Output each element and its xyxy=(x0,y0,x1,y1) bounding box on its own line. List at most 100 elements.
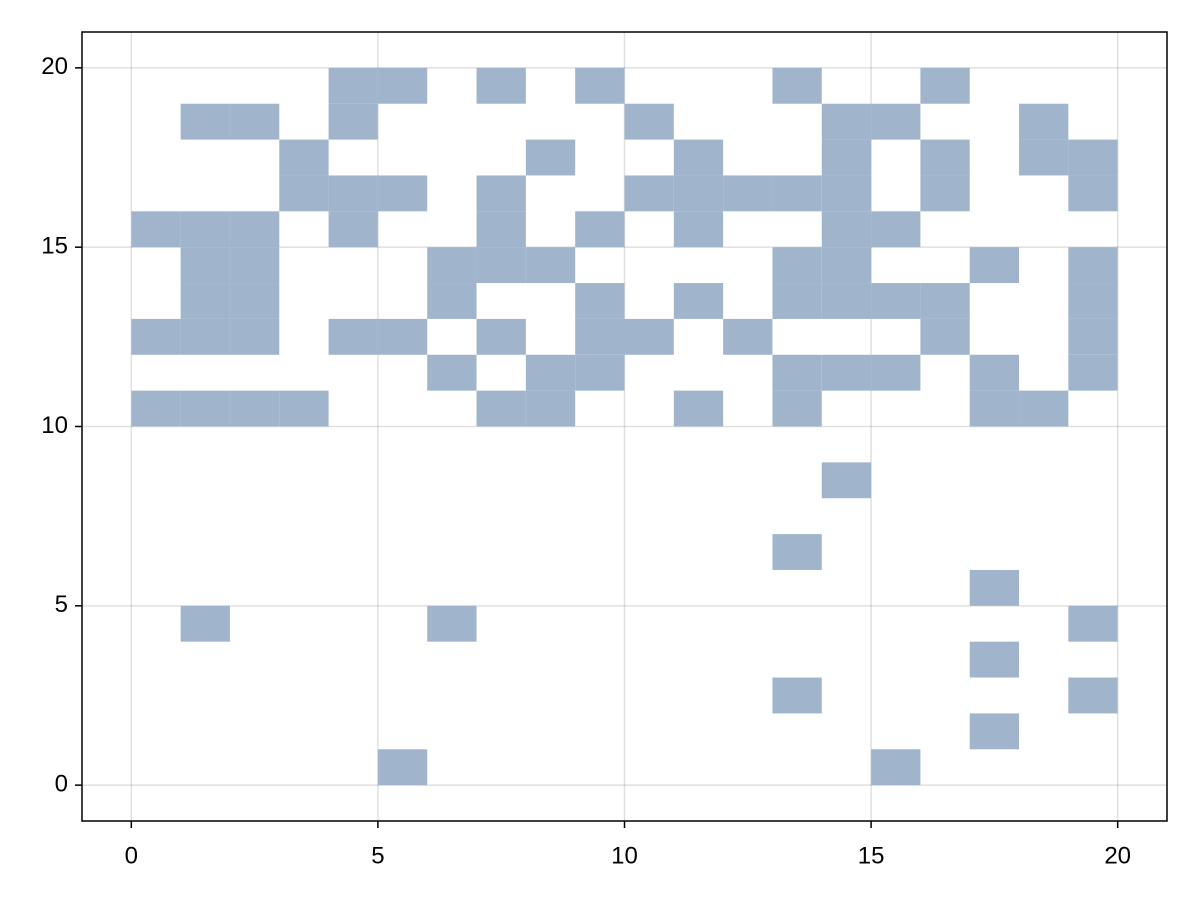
cell xyxy=(969,641,1020,678)
y-tick-label: 15 xyxy=(41,233,68,260)
cell xyxy=(328,67,378,104)
x-tick-label: 5 xyxy=(371,842,384,869)
cell xyxy=(427,283,477,319)
cell xyxy=(772,283,822,319)
cell xyxy=(821,139,872,176)
cell xyxy=(180,283,230,319)
cell xyxy=(1068,283,1118,319)
cell xyxy=(180,103,230,140)
cell xyxy=(229,103,280,140)
x-tick-label: 0 xyxy=(125,842,138,869)
cell xyxy=(920,175,970,212)
cell xyxy=(1068,318,1118,355)
cell xyxy=(1068,139,1118,176)
y-tick-label: 20 xyxy=(41,53,68,80)
cell xyxy=(1068,605,1118,642)
cell xyxy=(427,605,477,642)
cell xyxy=(821,103,872,140)
x-tick-label: 10 xyxy=(611,842,638,869)
cell xyxy=(920,139,970,176)
cell xyxy=(476,211,526,248)
cell xyxy=(673,390,724,427)
cell xyxy=(969,713,1020,750)
cell xyxy=(427,247,477,284)
cell xyxy=(575,318,625,355)
cell xyxy=(920,283,970,319)
cell xyxy=(871,103,921,140)
cell xyxy=(624,175,674,212)
cell xyxy=(1068,247,1118,284)
cell xyxy=(377,67,428,104)
x-tick-label: 15 xyxy=(858,842,885,869)
cell xyxy=(821,175,872,212)
cell xyxy=(229,390,280,427)
cell xyxy=(525,247,576,284)
cell xyxy=(723,175,773,212)
cell xyxy=(328,318,378,355)
cell xyxy=(476,67,526,104)
cell xyxy=(476,318,526,355)
cell xyxy=(575,283,625,319)
cell xyxy=(229,318,280,355)
cell xyxy=(1068,677,1118,714)
cell xyxy=(328,211,378,248)
cell xyxy=(427,354,477,391)
cell xyxy=(180,605,230,642)
cell xyxy=(624,318,674,355)
cell xyxy=(673,139,724,176)
cell xyxy=(624,103,674,140)
cell xyxy=(525,354,576,391)
cell xyxy=(1068,175,1118,212)
cell xyxy=(772,390,822,427)
cell xyxy=(673,175,724,212)
cell xyxy=(131,318,181,355)
cell xyxy=(279,390,329,427)
cell xyxy=(279,139,329,176)
cell xyxy=(871,211,921,248)
cell xyxy=(673,211,724,248)
cell xyxy=(229,247,280,284)
cell xyxy=(229,211,280,248)
cell xyxy=(1068,354,1118,391)
cell xyxy=(772,67,822,104)
cell xyxy=(525,390,576,427)
cell xyxy=(1019,139,1069,176)
cell xyxy=(476,175,526,212)
cell xyxy=(772,354,822,391)
cell xyxy=(377,318,428,355)
cell xyxy=(871,354,921,391)
cell xyxy=(821,354,872,391)
cell xyxy=(772,534,822,570)
cell xyxy=(969,390,1020,427)
cell xyxy=(575,211,625,248)
cell xyxy=(821,247,872,284)
cell xyxy=(1019,103,1069,140)
cell xyxy=(180,390,230,427)
cell xyxy=(575,67,625,104)
cell xyxy=(969,354,1020,391)
cell xyxy=(821,211,872,248)
y-tick-label: 5 xyxy=(55,591,68,618)
cell xyxy=(575,354,625,391)
cell xyxy=(723,318,773,355)
cell xyxy=(180,247,230,284)
cell xyxy=(772,175,822,212)
cell xyxy=(229,283,280,319)
cell xyxy=(821,283,872,319)
y-tick-label: 10 xyxy=(41,412,68,439)
cell xyxy=(821,462,872,499)
cell xyxy=(772,677,822,714)
cell xyxy=(1019,390,1069,427)
cell xyxy=(871,283,921,319)
cell xyxy=(871,749,921,786)
cell xyxy=(969,247,1020,284)
cell xyxy=(673,283,724,319)
x-tick-label: 20 xyxy=(1104,842,1131,869)
cell xyxy=(131,390,181,427)
cell xyxy=(328,103,378,140)
cell xyxy=(920,67,970,104)
cell xyxy=(131,211,181,248)
cell xyxy=(772,247,822,284)
cell xyxy=(969,569,1020,606)
